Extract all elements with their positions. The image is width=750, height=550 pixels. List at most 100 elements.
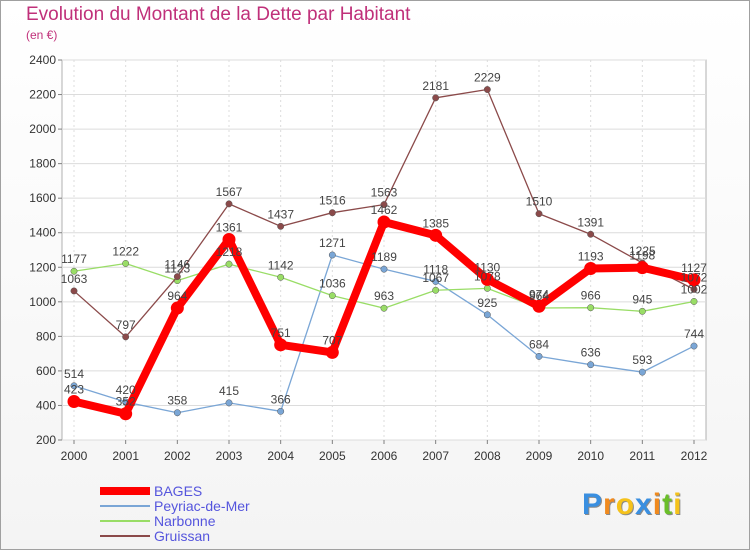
data-label-peyriac-de-mer: 593	[632, 353, 652, 367]
data-label-gruissan: 1146	[164, 258, 190, 272]
data-point-gruissan	[535, 210, 543, 218]
data-point-narbonne	[432, 286, 440, 294]
data-point-bages	[532, 299, 546, 313]
data-label-gruissan: 1567	[216, 185, 243, 199]
data-point-peyriac-de-mer	[483, 311, 491, 319]
data-label-narbonne: 1222	[112, 244, 139, 258]
data-point-gruissan	[432, 94, 440, 102]
y-tick-labels: 200 400 600 800 1000 1200 1400 1600 1800 2000 2200…	[29, 53, 56, 447]
legend-item-narbonne: Narbonne	[100, 514, 360, 529]
legend-swatch	[100, 487, 150, 495]
data-point-peyriac-de-mer	[432, 277, 440, 285]
data-point-gruissan	[277, 222, 285, 230]
y-tick-label: 1200	[29, 260, 56, 274]
data-point-peyriac-de-mer	[277, 407, 285, 415]
y-tick-label: 1600	[29, 191, 56, 205]
x-tick-label: 2010	[577, 449, 604, 463]
data-point-bages	[584, 261, 598, 275]
x-tick-label: 2011	[629, 449, 655, 463]
x-tick-label: 2001	[112, 449, 139, 463]
data-label-gruissan: 1563	[371, 186, 398, 200]
data-point-bages	[274, 338, 288, 352]
legend-swatch	[100, 520, 150, 522]
x-tick-labels: 2000 2001 2002 2003 2004 2005 2006 2007 2008 2009…	[61, 449, 708, 463]
data-label-gruissan: 1063	[61, 272, 88, 286]
data-label-narbonne: 1036	[319, 277, 346, 291]
data-label-narbonne: 1067	[422, 271, 449, 285]
data-point-gruissan	[122, 333, 130, 341]
y-tick-label: 200	[36, 433, 56, 447]
data-label-narbonne: 945	[632, 292, 652, 306]
data-label-gruissan: 1516	[319, 194, 346, 208]
axes	[58, 59, 695, 444]
data-point-narbonne	[587, 304, 595, 312]
data-point-peyriac-de-mer	[225, 399, 233, 407]
proxiti-logo: Proxiti	[582, 488, 682, 522]
logo-letter: o	[615, 488, 636, 521]
data-point-narbonne	[70, 267, 78, 275]
data-point-bages	[325, 345, 339, 359]
data-point-peyriac-de-mer	[173, 409, 181, 417]
data-point-bages	[687, 273, 701, 287]
data-point-bages	[222, 232, 236, 246]
data-point-bages	[119, 407, 133, 421]
data-label-bages: 707	[322, 333, 342, 347]
data-label-bages: 1198	[629, 249, 655, 263]
data-label-narbonne: 966	[581, 289, 601, 303]
legend-label: Peyriac-de-Mer	[154, 498, 250, 514]
data-label-peyriac-de-mer: 420	[116, 383, 136, 397]
data-labels: 423 352 964 1361 751 707 1462 1385 1130 974 1193 11…	[61, 71, 708, 409]
data-point-narbonne	[690, 298, 698, 305]
data-point-bages	[480, 272, 494, 286]
data-point-peyriac-de-mer	[690, 342, 698, 350]
data-label-bages: 1130	[474, 260, 500, 274]
logo-letter: r	[603, 488, 616, 521]
data-point-peyriac-de-mer	[535, 352, 543, 360]
data-point-gruissan	[483, 86, 491, 93]
x-tick-label: 2002	[164, 449, 191, 463]
legend-item-peyriac-de-mer: Peyriac-de-Mer	[100, 499, 360, 514]
data-label-bages: 751	[271, 326, 291, 340]
data-point-bages	[67, 394, 81, 408]
legend-swatch	[100, 535, 150, 537]
logo-letter: t	[662, 488, 674, 521]
data-label-peyriac-de-mer: 358	[167, 394, 187, 408]
y-tick-label: 600	[36, 364, 56, 378]
data-label-bages: 423	[64, 382, 84, 396]
logo-letter: P	[582, 488, 604, 521]
data-label-peyriac-de-mer: 1118	[423, 262, 448, 276]
line-chart: 200 400 600 800 1000 1200 1400 1600 1800 2000 2200…	[29, 53, 708, 463]
x-tick-label: 2009	[526, 449, 553, 463]
data-point-peyriac-de-mer	[328, 251, 336, 259]
data-point-peyriac-de-mer	[587, 361, 595, 369]
data-point-narbonne	[277, 273, 285, 281]
data-label-bages: 1361	[216, 220, 243, 234]
data-point-gruissan	[587, 230, 595, 238]
y-tick-label: 2000	[29, 122, 56, 136]
legend-swatch	[100, 505, 150, 507]
data-label-narbonne: 964	[529, 289, 549, 303]
data-label-peyriac-de-mer: 1189	[371, 250, 397, 264]
chart-subtitle: (en €)	[26, 28, 58, 42]
y-tick-label: 2400	[29, 53, 56, 67]
x-tick-label: 2007	[422, 449, 449, 463]
x-tick-label: 2012	[681, 449, 708, 463]
data-label-narbonne: 963	[374, 289, 394, 303]
y-tick-label: 400	[36, 398, 56, 412]
data-point-bages	[429, 228, 443, 242]
data-label-bages: 1385	[422, 216, 449, 230]
data-point-gruissan	[173, 273, 181, 281]
data-point-gruissan	[225, 200, 233, 208]
data-label-narbonne: 1078	[474, 269, 501, 283]
data-label-gruissan: 1391	[577, 215, 604, 229]
data-label-bages: 974	[529, 287, 549, 301]
data-point-peyriac-de-mer	[380, 265, 388, 273]
legend-item-bages: BAGES	[100, 484, 360, 499]
logo-letter: i	[673, 488, 683, 521]
data-label-peyriac-de-mer: 415	[219, 384, 239, 398]
data-point-narbonne	[328, 292, 336, 300]
data-label-gruissan: 1072	[681, 270, 708, 284]
data-point-narbonne	[483, 284, 491, 292]
y-tick-label: 1000	[29, 295, 56, 309]
data-label-gruissan: 2229	[474, 71, 501, 85]
